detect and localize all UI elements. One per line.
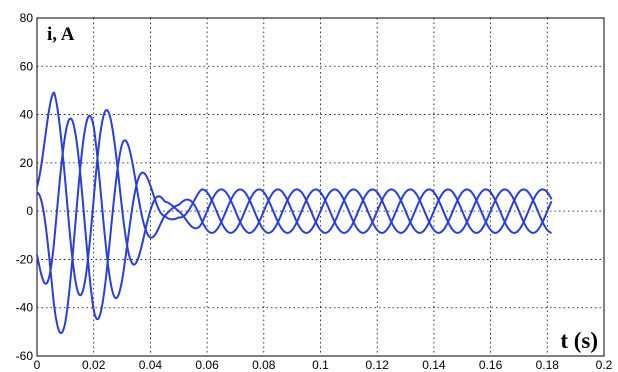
- x-tick-label: 0.04: [139, 358, 163, 372]
- x-tick-label: 0.14: [422, 358, 446, 372]
- y-tick-label: 20: [20, 156, 34, 170]
- x-tick-label: 0.06: [195, 358, 219, 372]
- x-tick-label: 0.1: [312, 358, 329, 372]
- series-line-2: [36, 117, 552, 321]
- x-tick-labels: 0 0.02 0.04 0.06 0.08 0.1 0.12 0.14 0.16 0.18 0.2: [34, 358, 613, 372]
- x-tick-label: 0: [34, 358, 41, 372]
- x-tick-label: 0.18: [536, 358, 560, 372]
- y-tick-label: 0: [26, 204, 33, 218]
- x-tick-label: 0.2: [596, 358, 613, 372]
- x-tick-label: 0.08: [252, 358, 276, 372]
- x-tick-label: 0.02: [82, 358, 106, 372]
- grid: [37, 18, 604, 356]
- y-tick-label: -40: [16, 301, 34, 315]
- x-tick-label: 0.12: [366, 358, 390, 372]
- y-tick-label: -60: [16, 349, 34, 363]
- series-line-1: [36, 91, 553, 297]
- y-tick-label: 80: [20, 11, 34, 25]
- y-axis-label: i, A: [47, 24, 75, 45]
- series-group: [36, 91, 553, 335]
- y-tick-label: 40: [20, 108, 34, 122]
- series-line-3: [36, 114, 553, 335]
- x-tick-label: 0.16: [479, 358, 503, 372]
- x-axis-label: t (s): [560, 328, 598, 353]
- y-tick-labels: -60 -40 -20 0 20 40 60 80: [16, 11, 34, 363]
- y-tick-label: 60: [20, 59, 34, 73]
- y-tick-label: -20: [16, 252, 34, 266]
